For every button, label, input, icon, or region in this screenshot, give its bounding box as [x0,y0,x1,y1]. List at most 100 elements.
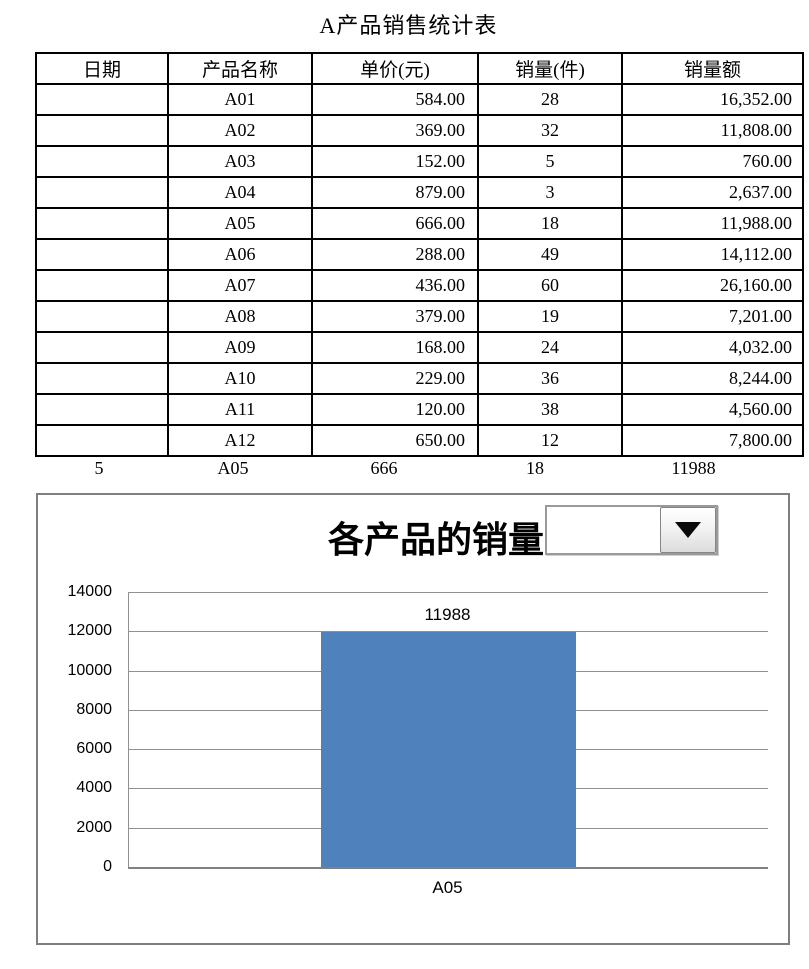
table-cell: 666.00 [311,207,479,240]
y-axis-tick-label: 2000 [76,818,112,836]
bar-A05 [320,631,577,867]
table-cell: 120.00 [311,393,479,426]
gridline [129,592,768,593]
plot-area [128,592,768,869]
table-cell: 18 [477,207,623,240]
table-row: A11 120.00 38 4,560.00 [35,393,804,426]
table-cell [35,238,169,271]
table-cell: 760.00 [621,145,804,178]
y-axis-tick-label: 4000 [76,779,112,797]
table-cell: 229.00 [311,362,479,395]
table-row: A09 168.00 24 4,032.00 [35,331,804,364]
table-cell [35,207,169,240]
y-axis-tick-label: 10000 [67,661,113,679]
table-cell: 38 [477,393,623,426]
column-header-unit-price: 单价(元) [311,52,479,85]
y-axis-tick-label: 12000 [67,622,113,640]
table-cell: 7,201.00 [621,300,804,333]
table-cell: 8,244.00 [621,362,804,395]
lookup-amount: 11988 [671,458,716,478]
table-cell: 4,560.00 [621,393,804,426]
table-cell: A06 [167,238,313,271]
table-cell [35,176,169,209]
lookup-product-name: A05 [217,458,249,478]
chart-area: 各产品的销量 0 2000 4000 6000 8000 10000 12000 14000 … [36,493,790,945]
table-cell: 879.00 [311,176,479,209]
table-row: A04 879.00 3 2,637.00 [35,176,804,209]
table-cell: 650.00 [311,424,479,457]
table-cell: 369.00 [311,114,479,147]
table-cell [35,145,169,178]
table-cell: 3 [477,176,623,209]
column-header-product: 产品名称 [167,52,313,85]
table-cell: A10 [167,362,313,395]
table-cell: 4,032.00 [621,331,804,364]
y-axis-tick-label: 6000 [76,740,112,758]
table-row: A02 369.00 32 11,808.00 [35,114,804,147]
header-row: 日期 产品名称 单价(元) 销量(件) 销量额 [35,52,804,85]
table-cell: A05 [167,207,313,240]
table-cell: 7,800.00 [621,424,804,457]
table-row: A07 436.00 60 26,160.00 [35,269,804,302]
table-cell: 14,112.00 [621,238,804,271]
table-cell: 584.00 [311,83,479,116]
lookup-quantity: 18 [526,458,544,478]
table-cell: 19 [477,300,623,333]
sales-table: 日期 产品名称 单价(元) 销量(件) 销量额 A01 584.00 28 16,35… [35,52,804,457]
chart-title: 各产品的销量 [328,519,545,560]
table-cell: 379.00 [311,300,479,333]
table-cell: 2,637.00 [621,176,804,209]
chart-filter-combobox[interactable] [545,505,718,555]
table-cell [35,83,169,116]
table-cell: A04 [167,176,313,209]
table-cell: 32 [477,114,623,147]
worksheet-title: A产品销售统计表 [319,13,498,38]
table-cell: 60 [477,269,623,302]
x-axis-category-label: A05 [432,878,463,897]
table-cell: 168.00 [311,331,479,364]
table-cell: A12 [167,424,313,457]
combobox-value-field[interactable] [547,507,660,553]
table-cell [35,114,169,147]
table-cell: 12 [477,424,623,457]
table-cell: 26,160.00 [621,269,804,302]
lookup-unit-price: 666 [370,458,398,478]
table-body: A01 584.00 28 16,352.00 A02 369.00 32 11,808.00… [35,83,804,457]
combobox-dropdown-button[interactable] [660,507,716,553]
table-cell: 11,988.00 [621,207,804,240]
table-cell: A03 [167,145,313,178]
table-row: A10 229.00 36 8,244.00 [35,362,804,395]
y-axis-tick-label: 0 [103,858,112,875]
lookup-row-index: 5 [94,458,104,478]
table-row: A03 152.00 5 760.00 [35,145,804,178]
table-cell: 49 [477,238,623,271]
table-cell: 152.00 [311,145,479,178]
table-cell [35,269,169,302]
table-cell: 288.00 [311,238,479,271]
table-cell: A02 [167,114,313,147]
column-header-date: 日期 [35,52,169,85]
table-cell: 16,352.00 [621,83,804,116]
column-header-amount: 销量额 [621,52,804,85]
column-header-quantity: 销量(件) [477,52,623,85]
table-cell: 436.00 [311,269,479,302]
table-row: A08 379.00 19 7,201.00 [35,300,804,333]
table-cell: A08 [167,300,313,333]
table-cell: 24 [477,331,623,364]
table-cell: 36 [477,362,623,395]
table-cell [35,300,169,333]
y-axis-tick-label: 8000 [76,700,112,718]
table-cell [35,393,169,426]
table-cell: A01 [167,83,313,116]
dropdown-arrow-icon [675,522,701,538]
table-row: A01 584.00 28 16,352.00 [35,83,804,116]
sales-table-header: 日期 产品名称 单价(元) 销量(件) 销量额 [35,52,804,85]
table-row: A12 650.00 12 7,800.00 [35,424,804,457]
table-cell [35,331,169,364]
y-axis-tick-label: 14000 [67,583,113,600]
table-cell [35,362,169,395]
table-cell: A11 [167,393,313,426]
table-cell: 5 [477,145,623,178]
table-cell: A09 [167,331,313,364]
